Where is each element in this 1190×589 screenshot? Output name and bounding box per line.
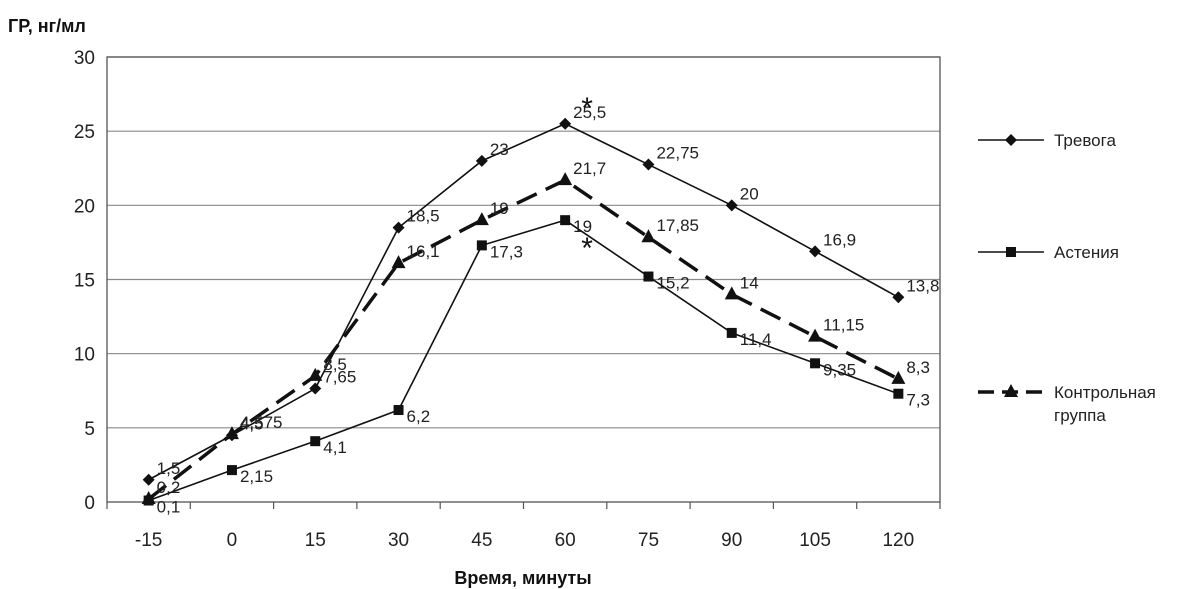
data-label: 15,2 [656, 274, 689, 293]
data-label: 17,85 [656, 216, 699, 235]
x-tick-label: 75 [638, 530, 659, 551]
y-tick-label: 5 [84, 419, 95, 440]
series-trevoga-point [892, 291, 905, 304]
series-astenia-line [148, 219, 899, 502]
y-tick-label: 30 [74, 48, 95, 69]
series-astenia-point [560, 215, 571, 226]
series-trevoga-point [142, 473, 155, 486]
x-tick-label: 90 [721, 530, 742, 551]
data-label: 20 [740, 184, 759, 203]
legend-label: Астения [1054, 243, 1119, 262]
data-label: 9,35 [823, 360, 856, 379]
series-astenia-point [393, 405, 404, 416]
data-label: 16,1 [407, 242, 440, 261]
plot-area: 0 5 10 15 20 25 30 -15 0 15 30 45 60 75 90 105 120 1,5 4,5… [74, 48, 941, 551]
x-tick-label: 45 [471, 530, 492, 551]
series-astenia-point [893, 388, 904, 399]
x-tick-label: -15 [135, 530, 162, 551]
y-tick-label: 20 [74, 196, 95, 217]
data-label: 7,3 [906, 391, 930, 410]
series-control-point [891, 370, 906, 384]
data-label: 8,5 [323, 355, 347, 374]
series-trevoga-point [392, 221, 405, 234]
series-trevoga-line [148, 122, 899, 481]
legend-marker [1006, 247, 1016, 257]
data-label: 18,5 [407, 207, 440, 226]
x-axis-title: Время, минуты [454, 568, 591, 588]
x-tick-label: 60 [555, 530, 576, 551]
series-trevoga-point [725, 199, 738, 212]
data-label: 0,2 [157, 478, 181, 497]
y-tick-label: 25 [74, 122, 95, 143]
y-tick-label: 15 [74, 271, 95, 292]
series-control-point [141, 491, 156, 505]
data-label: 23 [490, 140, 509, 159]
legend-marker [1004, 384, 1018, 397]
series-astenia-point [476, 240, 487, 251]
data-label: 19 [573, 217, 592, 236]
x-tick-label: 105 [799, 530, 831, 551]
data-label: 0,1 [157, 498, 181, 517]
x-tick-label: 0 [227, 530, 238, 551]
data-label: 4,575 [240, 413, 283, 432]
series-trevoga-point [475, 154, 488, 167]
series-astenia-point [310, 436, 321, 447]
data-label: 8,3 [906, 358, 930, 377]
series-control-point [474, 212, 489, 226]
series-control-point [808, 328, 823, 342]
x-tick-label: 15 [305, 530, 326, 551]
legend-marker [1005, 134, 1017, 146]
data-label: 13,8 [906, 276, 939, 295]
data-label: 22,75 [656, 144, 699, 163]
legend-label: Контрольная группа [1054, 383, 1156, 425]
data-label: 6,2 [407, 407, 431, 426]
legend: Тревога Астения Контрольная группа [978, 131, 1156, 425]
series-astenia-point [726, 327, 737, 338]
series-trevoga-point [309, 382, 322, 395]
significance-asterisk: * [581, 232, 593, 265]
series-control-point [558, 172, 573, 186]
data-label: 14 [740, 273, 759, 292]
y-axis-title: ГР, нг/мл [8, 16, 86, 36]
data-label: 21,7 [573, 159, 606, 178]
data-label: 11,4 [740, 330, 772, 349]
legend-label: Тревога [1054, 131, 1116, 150]
series-control-point [224, 426, 239, 440]
series-astenia-point [810, 358, 821, 369]
data-label: 25,5 [573, 103, 606, 122]
data-label: 4,1 [323, 438, 347, 457]
series-control-point [308, 367, 323, 381]
y-tick-label: 0 [84, 493, 95, 514]
x-tick-label: 120 [882, 530, 914, 551]
series-trevoga-point [642, 158, 655, 171]
series-control-point [724, 286, 739, 300]
series-trevoga-point [559, 117, 572, 130]
data-label: 7,65 [323, 368, 356, 387]
data-label: 17,3 [490, 242, 523, 261]
significance-asterisk: * [581, 92, 593, 125]
x-tick-label: 30 [388, 530, 409, 551]
series-control-point [641, 229, 656, 243]
data-label: 1,5 [157, 459, 181, 478]
data-label: 11,15 [823, 316, 864, 335]
series-astenia-point [643, 271, 654, 282]
series-control-point [391, 255, 406, 269]
data-label: 16,9 [823, 230, 856, 249]
data-label: 4,5 [240, 414, 264, 433]
data-label: 2,15 [240, 467, 273, 486]
series-control-line [147, 178, 900, 501]
series-trevoga-point [809, 245, 822, 258]
data-label: 19 [490, 199, 509, 218]
y-tick-label: 10 [74, 345, 95, 366]
series-astenia-point [226, 465, 237, 476]
